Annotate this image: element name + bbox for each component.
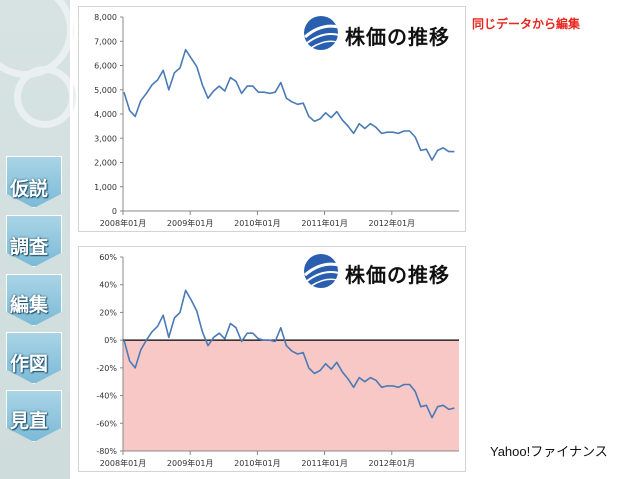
stock-price-chart: 0 1,000 2,000 3,000 4,000 5,000 6,000 7,000 8,00…: [94, 13, 459, 228]
y-tick-label: 1,000: [94, 183, 117, 192]
y-tick-label: -40%: [96, 392, 117, 401]
x-tick-label: 2012年01月: [369, 218, 416, 228]
y-tick-label: 6,000: [94, 62, 117, 71]
top-chart-panel: 0 1,000 2,000 3,000 4,000 5,000 6,000 7,000 8,00…: [78, 6, 466, 232]
y-tick-label: 8,000: [94, 13, 117, 22]
x-tick-label: 2012年01月: [369, 458, 416, 468]
step-edit-label: 編集: [10, 294, 49, 316]
x-tick-label: 2009年01月: [167, 218, 214, 228]
negative-region: [123, 340, 459, 451]
decorative-ring-2: [14, 66, 76, 128]
x-tick-label: 2010年01月: [234, 218, 281, 228]
series-line: [123, 289, 455, 419]
edit-note: 同じデータから編集: [472, 17, 581, 31]
bottom-chart-title-badge: 株価の推移: [301, 251, 457, 293]
x-tick-label: 2011年01月: [301, 458, 348, 468]
data-source-label: Yahoo!ファイナンス: [490, 444, 608, 459]
y-tick-label: 0%: [104, 336, 117, 345]
step-hypothesis-label: 仮説: [10, 178, 49, 200]
step-research-label: 調査: [10, 236, 49, 258]
top-chart-title: 株価の推移: [345, 25, 450, 49]
stock-change-chart: 60% 40% 20% 0% -20% -40% -60% -80% 2008年01月 2009年…: [96, 253, 459, 468]
y-tick-label: -20%: [96, 364, 117, 373]
y-tick-label: -80%: [96, 447, 117, 456]
y-tick-label: 3,000: [94, 134, 117, 143]
sidebar-divider: [70, 0, 73, 479]
y-tick-label: 5,000: [94, 86, 117, 95]
x-tick-label: 2009年01月: [167, 458, 214, 468]
bottom-chart-title: 株価の推移: [345, 263, 450, 287]
x-tick-label: 2010年01月: [234, 458, 281, 468]
step-review-label: 見直: [10, 410, 49, 432]
x-tick-label: 2011年01月: [301, 218, 348, 228]
x-tick-label: 2008年01月: [100, 458, 147, 468]
y-tick-label: 60%: [99, 253, 117, 262]
y-tick-label: 7,000: [94, 37, 117, 46]
sphere-logo-icon: [304, 254, 340, 288]
y-tick-label: 4,000: [94, 110, 117, 119]
bottom-chart-panel: 60% 40% 20% 0% -20% -40% -60% -80% 2008年01月 2009年…: [78, 246, 466, 472]
x-tick-label: 2008年01月: [100, 218, 147, 228]
top-chart-title-badge: 株価の推移: [301, 13, 457, 55]
sphere-logo-icon: [304, 16, 340, 50]
y-tick-label: 0: [112, 207, 117, 216]
step-diagram-label: 作図: [10, 353, 49, 375]
y-tick-label: 2,000: [94, 159, 117, 168]
y-tick-label: 20%: [99, 308, 117, 317]
series-line: [123, 48, 455, 161]
y-tick-label: 40%: [99, 281, 117, 290]
y-tick-label: -60%: [96, 419, 117, 428]
